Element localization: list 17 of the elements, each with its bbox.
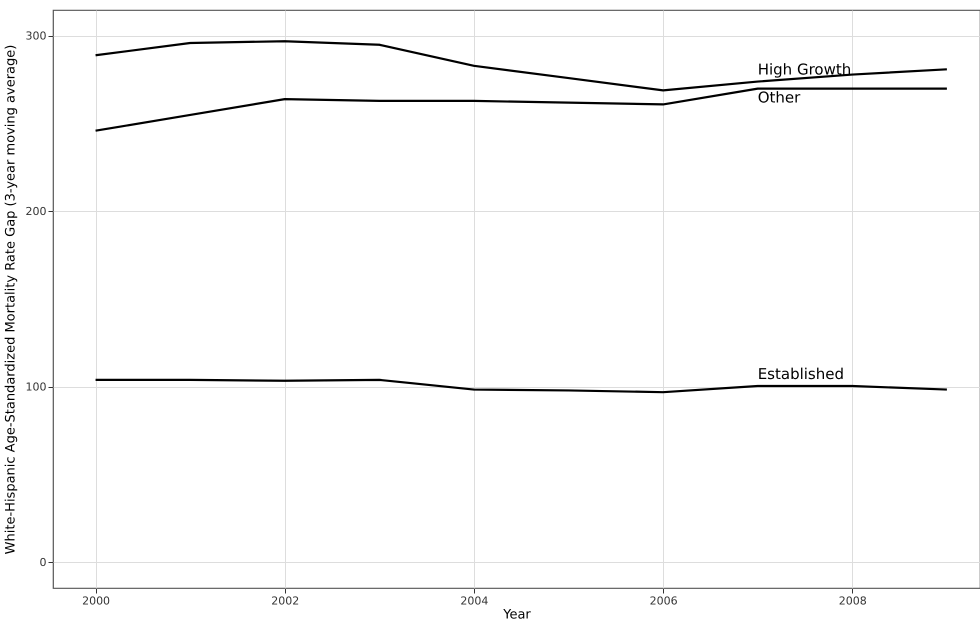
- series-label: Established: [758, 365, 844, 384]
- series-label: Other: [758, 88, 802, 107]
- x-tick-label: 2000: [82, 594, 110, 608]
- y-tick-label: 0: [40, 556, 46, 569]
- series-label: High Growth: [758, 60, 852, 79]
- y-tick-label: 200: [26, 204, 46, 218]
- x-axis-title: Year: [502, 608, 532, 622]
- line-series: [94, 378, 948, 394]
- x-tick-label: 2008: [838, 594, 867, 608]
- x-tick-label: 2006: [650, 594, 678, 608]
- x-tick-label: 2002: [271, 594, 300, 608]
- y-tick-label: 100: [26, 380, 46, 394]
- y-axis-title: White-Hispanic Age-Standardized Mortality Rate Gap (3-year moving average): [4, 44, 19, 554]
- x-tick-label: 2004: [460, 594, 488, 608]
- line-series: [94, 40, 948, 92]
- y-tick-label: 300: [26, 29, 46, 42]
- line-series: [94, 88, 948, 132]
